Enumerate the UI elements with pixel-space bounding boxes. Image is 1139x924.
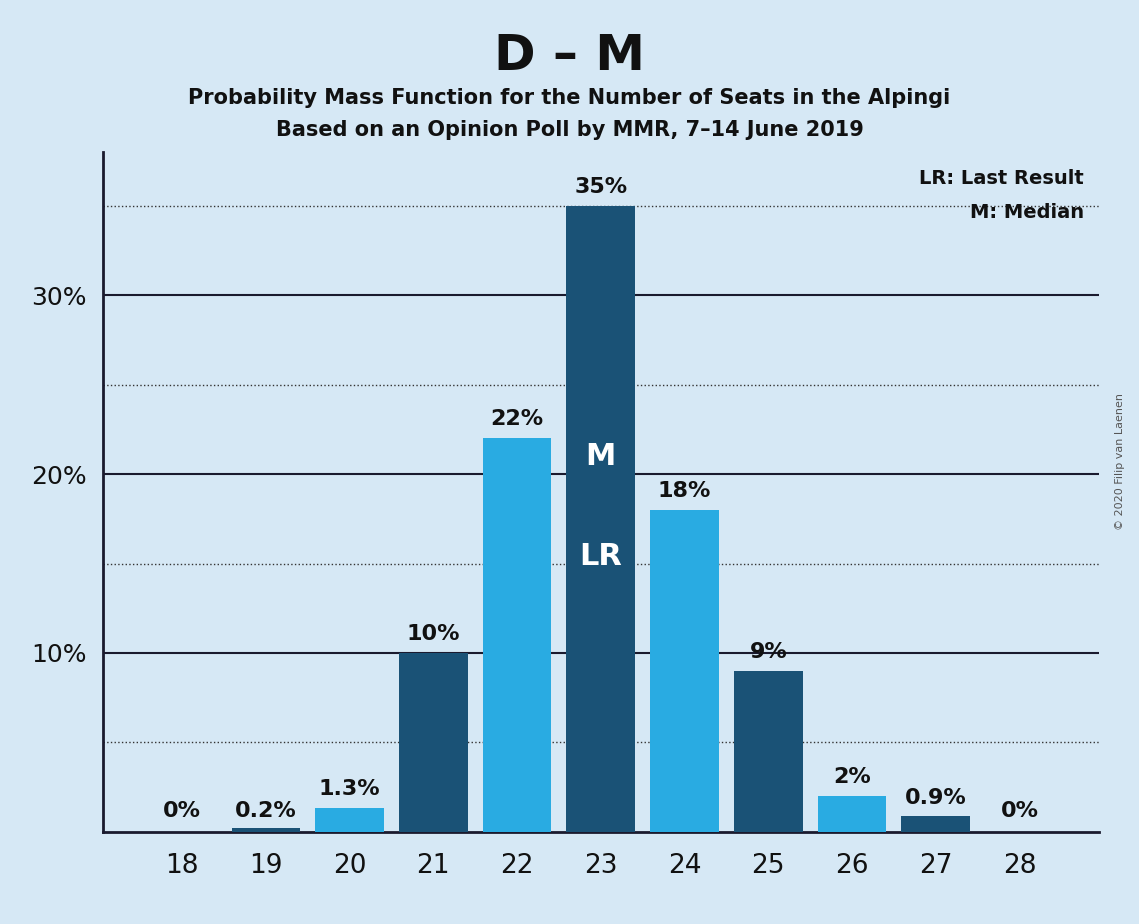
Text: Based on an Opinion Poll by MMR, 7–14 June 2019: Based on an Opinion Poll by MMR, 7–14 Ju… xyxy=(276,120,863,140)
Text: © 2020 Filip van Laenen: © 2020 Filip van Laenen xyxy=(1115,394,1125,530)
Text: 0%: 0% xyxy=(163,801,202,821)
Text: 9%: 9% xyxy=(749,642,787,662)
Bar xyxy=(231,828,301,832)
Text: 0%: 0% xyxy=(1000,801,1039,821)
Bar xyxy=(901,816,970,832)
Text: 0.2%: 0.2% xyxy=(235,801,297,821)
Text: M: M xyxy=(585,442,616,471)
Text: Probability Mass Function for the Number of Seats in the Alpingi: Probability Mass Function for the Number… xyxy=(188,88,951,108)
Text: 0.9%: 0.9% xyxy=(904,788,967,808)
Text: 18%: 18% xyxy=(658,481,711,501)
Bar xyxy=(399,653,468,832)
Bar xyxy=(566,206,636,832)
Text: LR: LR xyxy=(580,541,622,571)
Text: M: Median: M: Median xyxy=(970,203,1084,223)
Text: 22%: 22% xyxy=(491,409,543,430)
Bar xyxy=(650,510,719,832)
Bar xyxy=(734,671,803,832)
Text: 1.3%: 1.3% xyxy=(319,780,380,799)
Bar xyxy=(483,438,551,832)
Text: 2%: 2% xyxy=(833,767,871,787)
Text: LR: Last Result: LR: Last Result xyxy=(919,169,1084,188)
Text: D – M: D – M xyxy=(494,32,645,80)
Text: 10%: 10% xyxy=(407,624,460,644)
Bar xyxy=(818,796,886,832)
Bar xyxy=(316,808,384,832)
Text: 35%: 35% xyxy=(574,177,628,197)
